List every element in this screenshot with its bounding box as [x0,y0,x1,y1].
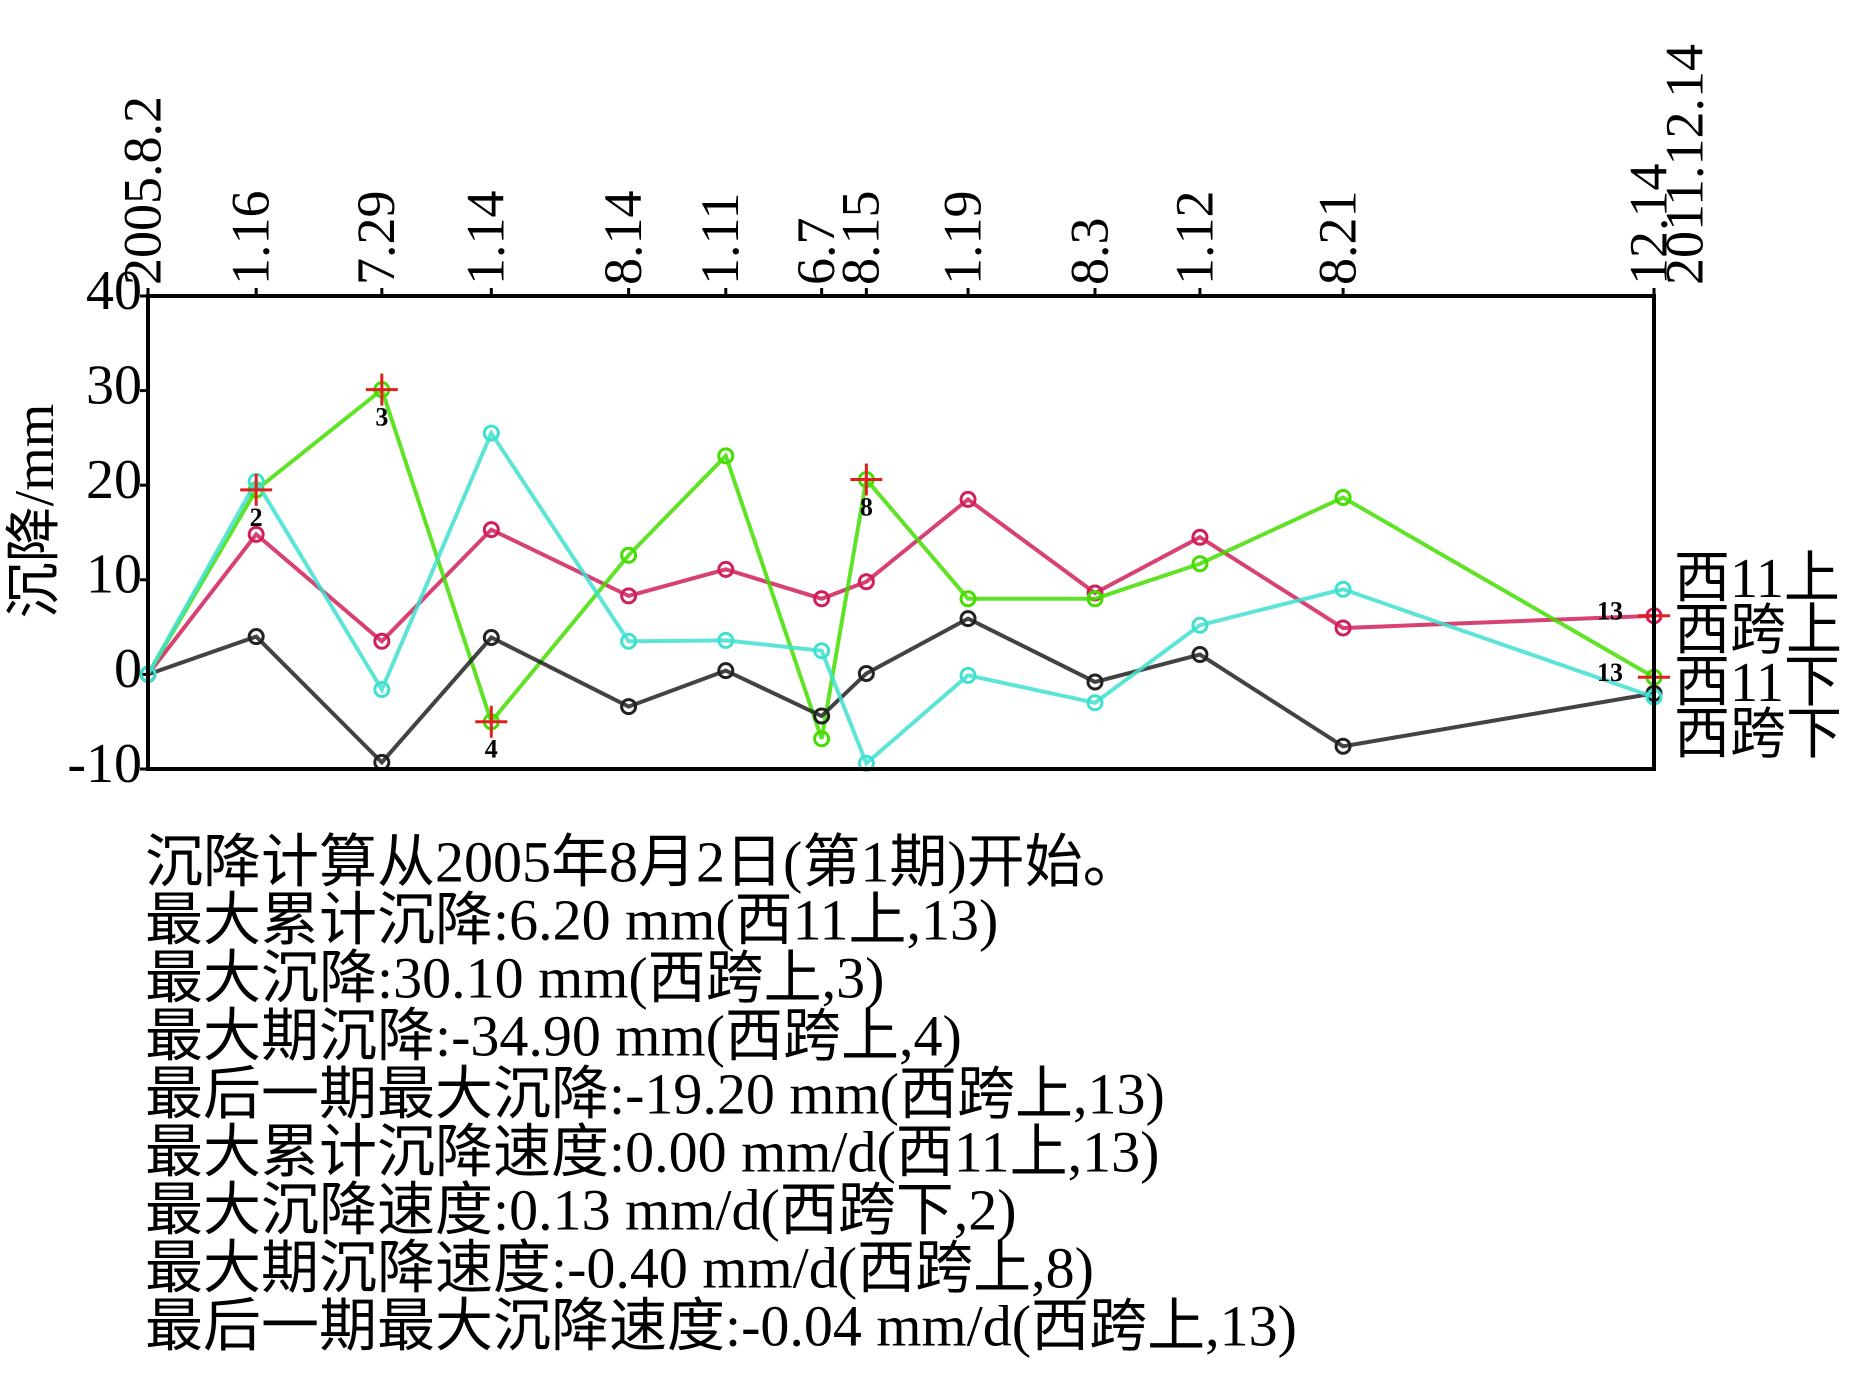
point [1086,590,1104,608]
y-tick-label: 0 [114,638,142,700]
point [1191,616,1209,634]
annotation-label: 3 [375,403,388,432]
legend-label: 西11上 [1674,548,1840,610]
point [717,662,735,680]
point [717,447,735,465]
series-line [146,386,1656,740]
point [620,698,638,716]
point [482,424,500,442]
series-line [147,616,1655,766]
point [959,610,977,628]
point [1334,619,1352,637]
point [813,590,831,608]
point [247,525,265,543]
x-tick-label: 8.15 [831,191,891,286]
note-line: 最大累计沉降:6.20 mm(西11上,13) [145,887,998,952]
point [620,587,638,605]
point [959,666,977,684]
y-axis-label: 沉降/mm [4,404,66,619]
x-tick-label: 8.21 [1307,191,1367,286]
point [1334,488,1352,506]
x-tick-label: 7.29 [346,191,406,286]
note-line: 最大沉降速度:0.13 mm/d(西跨下,2) [145,1177,1017,1242]
point [620,632,638,650]
point [813,642,831,660]
note-line: 最大期沉降速度:-0.40 mm/d(西跨上,8) [145,1235,1094,1300]
point [857,573,875,591]
point [717,631,735,649]
x-tick-label: 1.19 [932,191,992,285]
point [620,546,638,564]
legend-label: 西11下 [1674,652,1840,714]
point [1086,673,1104,691]
x-tick-label: 6.7 [786,218,846,286]
x-end-label: 2011.12.14 [1654,44,1714,285]
legend-label: 西跨下 [1674,704,1842,766]
annotation-label: 4 [485,735,498,764]
plot-frame [146,294,1656,771]
point [1086,694,1104,712]
point [1191,646,1209,664]
annotation-label: 2 [250,503,263,532]
x-tick-label: 1.11 [690,193,750,286]
annotation-label: 13 [1597,597,1623,626]
point [1191,555,1209,573]
max-marker [365,373,398,406]
y-tick-label: 30 [86,354,142,416]
note-line: 最大沉降:30.10 mm(西跨上,3) [145,945,884,1010]
note-line: 最大累计沉降速度:0.00 mm/d(西11上,13) [145,1119,1159,1184]
x-tick-label: 1.16 [221,191,281,286]
annotation-label: 8 [860,492,873,521]
point [813,707,831,725]
x-tick-label: 12.14 [1618,164,1678,286]
point [1334,580,1352,598]
x-tick-label: 1.14 [456,191,516,286]
point [1191,528,1209,546]
series-line [146,496,1655,676]
note-line: 最大期沉降:-34.90 mm(西跨上,4) [145,1003,962,1068]
y-tick-label: -10 [67,733,142,795]
point [373,632,391,650]
x-tick-label: 8.3 [1059,218,1119,286]
y-tick-label: 40 [86,260,142,322]
note-line: 最后一期最大沉降:-19.20 mm(西跨上,13) [145,1061,1165,1126]
series-line [146,428,1655,767]
point [482,521,500,539]
point [959,590,977,608]
legend-label: 西跨上 [1674,600,1842,662]
point [482,629,500,647]
point [247,628,265,646]
max-marker [475,705,508,738]
point [959,490,977,508]
annotation-label: 13 [1597,658,1623,687]
y-tick-label: 20 [86,449,142,511]
point [1334,737,1352,755]
note-line: 最后一期最大沉降速度:-0.04 mm/d(西跨上,13) [145,1293,1297,1358]
point [373,681,391,699]
note-line: 沉降计算从2005年8月2日(第1期)开始。 [145,829,1141,894]
point [717,560,735,578]
y-tick-label: 10 [86,544,142,606]
x-tick-label: 1.12 [1164,191,1224,286]
max-marker [850,463,883,496]
point [857,664,875,682]
x-tick-label: 2005.8.2 [112,96,172,285]
x-tick-label: 8.14 [593,191,653,286]
max-marker [240,473,273,506]
point [813,730,831,748]
